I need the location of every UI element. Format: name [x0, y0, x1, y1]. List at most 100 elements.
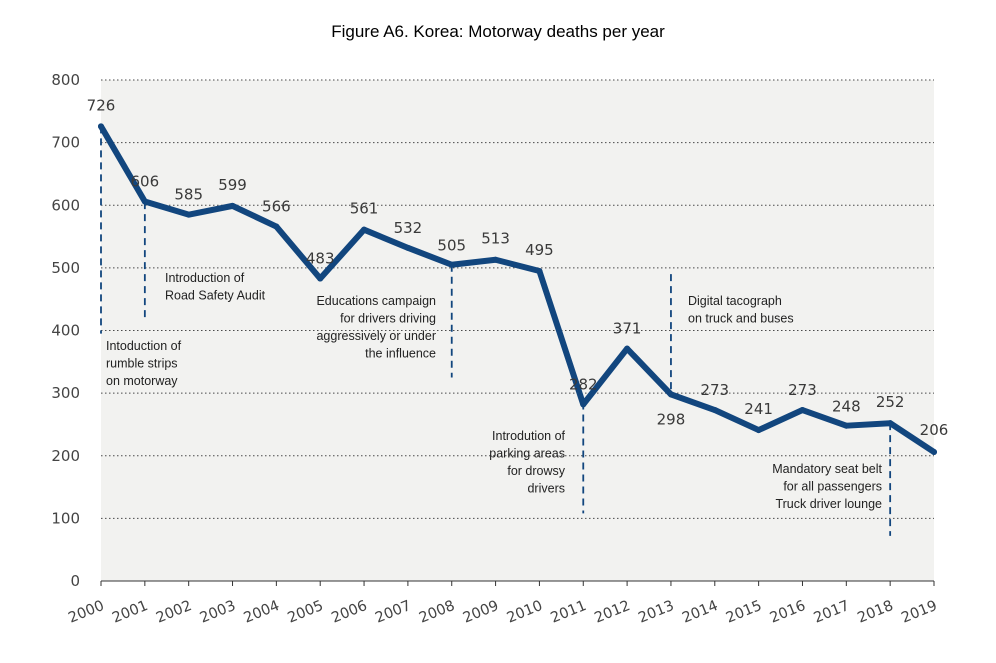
data-labels: 726 606 585 599 566 483 561 532 505 513 495 282 371 2… — [87, 96, 949, 439]
x-tick-label: 2001 — [110, 598, 150, 627]
x-tick-label: 2009 — [461, 598, 501, 627]
annotation-line: drivers — [527, 482, 565, 496]
data-point — [580, 401, 587, 408]
series-line — [98, 123, 937, 455]
data-point — [799, 407, 806, 414]
annotation-2008: Educations campaign for drivers driving ag… — [316, 294, 436, 361]
data-label: 532 — [394, 219, 423, 237]
annotation-2001: Introduction of Road Safety Audit — [165, 271, 266, 303]
data-point — [843, 422, 850, 429]
annotation-2018: Mandatory seat belt for all passengers Tru… — [772, 462, 882, 511]
annotation-line: Digital tacograph — [688, 294, 782, 308]
annotations: Intoduction of rumble strips on motorwayIn… — [106, 271, 883, 511]
x-tick-label: 2004 — [242, 598, 282, 627]
x-tick-label: 2000 — [66, 598, 106, 627]
y-tick-label: 300 — [51, 384, 80, 402]
annotation-line: on motorway — [106, 374, 178, 388]
data-label: 273 — [700, 381, 729, 399]
x-tick-label: 2016 — [768, 598, 808, 627]
data-label: 206 — [920, 421, 949, 439]
annotation-line: Mandatory seat belt — [772, 462, 882, 476]
x-tick-label: 2008 — [417, 598, 457, 627]
x-tick-label: 2002 — [154, 598, 194, 627]
x-tick-label: 2014 — [680, 598, 720, 627]
annotation-line: for all passengers — [783, 480, 882, 494]
annotation-line: rumble strips — [106, 357, 178, 371]
y-tick-label: 500 — [51, 259, 80, 277]
annotation-line: for drowsy — [507, 464, 565, 478]
x-tick-label: 2006 — [329, 598, 369, 627]
x-tick-label: 2005 — [285, 598, 325, 627]
x-tick-label: 2019 — [899, 598, 939, 627]
y-tick-label: 100 — [51, 509, 80, 527]
data-point — [141, 198, 148, 205]
data-label: 273 — [788, 381, 817, 399]
data-point — [536, 268, 543, 275]
annotation-line: Intoduction of — [106, 339, 182, 353]
annotation-2000: Intoduction of rumble strips on motorway — [106, 339, 182, 388]
y-tick-label: 600 — [51, 196, 80, 214]
annotation-line: Educations campaign — [316, 294, 436, 308]
data-label: 241 — [744, 400, 773, 418]
data-point — [273, 223, 280, 230]
data-label: 505 — [437, 237, 466, 255]
data-label: 371 — [613, 320, 642, 338]
data-point — [931, 448, 937, 455]
x-tick-label: 2017 — [812, 598, 852, 627]
data-label: 252 — [876, 393, 905, 411]
data-label: 726 — [87, 96, 116, 114]
annotation-line: Road Safety Audit — [165, 289, 266, 303]
annotation-line: on truck and buses — [688, 312, 794, 326]
data-label: 495 — [525, 241, 554, 259]
data-point — [448, 261, 455, 268]
x-tick-label: 2015 — [724, 598, 764, 627]
data-point — [492, 256, 499, 263]
y-tick-label: 200 — [51, 447, 80, 465]
annotation-line: for drivers driving — [340, 312, 436, 326]
data-label: 561 — [350, 200, 379, 218]
data-label: 513 — [481, 230, 510, 248]
data-point — [317, 275, 324, 282]
y-tick-label: 700 — [51, 134, 80, 152]
annotation-2013: Digital tacograph on truck and buses — [688, 294, 794, 326]
data-point — [361, 226, 368, 233]
data-label: 566 — [262, 198, 291, 216]
data-point — [229, 202, 236, 209]
data-point — [98, 123, 104, 130]
data-label: 606 — [131, 172, 160, 190]
x-tick-label: 2007 — [373, 598, 413, 627]
data-label: 248 — [832, 398, 861, 416]
data-point — [711, 407, 718, 414]
y-tick-label: 800 — [51, 71, 80, 89]
y-tick-label: 400 — [51, 322, 80, 340]
data-label: 298 — [657, 410, 686, 428]
data-label: 585 — [174, 186, 203, 204]
x-tick-label: 2013 — [636, 598, 676, 627]
x-tick-label: 2018 — [855, 598, 895, 627]
data-point — [185, 211, 192, 218]
x-tick-label: 2011 — [549, 598, 589, 627]
x-tick-label: 2003 — [198, 598, 238, 627]
data-label: 599 — [218, 176, 247, 194]
y-tick-label: 0 — [70, 572, 80, 590]
series — [98, 123, 937, 455]
data-point — [887, 420, 894, 427]
data-point — [624, 345, 631, 352]
x-tick-label: 2010 — [505, 598, 545, 627]
data-label: 483 — [306, 250, 335, 268]
annotation-line: the influence — [365, 347, 436, 361]
data-label: 282 — [569, 375, 598, 393]
annotation-markers — [100, 126, 892, 536]
annotation-line: Truck driver lounge — [775, 497, 882, 511]
chart-title: Figure A6. Korea: Motorway deaths per ye… — [331, 22, 665, 41]
annotation-2011: Introdution of parking areas for drowsy dri… — [489, 429, 565, 496]
annotation-line: parking areas — [489, 447, 565, 461]
data-point — [755, 427, 762, 434]
annotation-line: Introduction of — [165, 271, 245, 285]
data-point — [667, 391, 674, 398]
annotation-line: aggressively or under — [316, 329, 436, 343]
data-point — [404, 244, 411, 251]
annotation-line: Introdution of — [492, 429, 565, 443]
x-tick-label: 2012 — [592, 598, 632, 627]
